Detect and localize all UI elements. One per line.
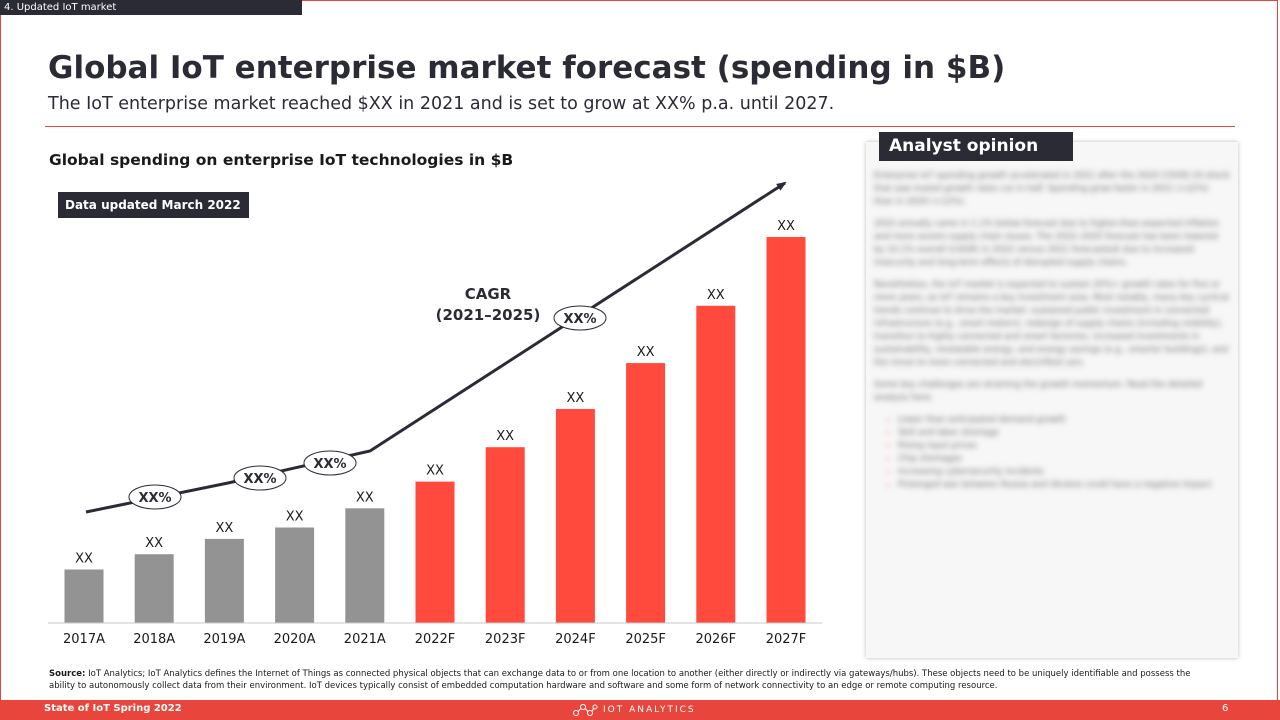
growth-bubble-label: XX% <box>313 457 346 472</box>
bar-2022F <box>415 481 455 623</box>
bars-group <box>64 237 806 623</box>
bar-value-label: XX <box>75 552 93 567</box>
x-tick-2021A: 2021A <box>344 632 386 647</box>
section-label: 4. Updated IoT market <box>0 0 302 15</box>
analyst-header: Analyst opinion <box>879 132 1073 161</box>
page-number: 6 <box>1222 703 1229 714</box>
bar-value-label: XX <box>215 521 233 536</box>
bar-value-label: XX <box>637 345 655 360</box>
growth-bubble <box>553 305 607 331</box>
analyst-bullet: Chip shortages <box>898 453 1230 466</box>
footer-report-name: State of IoT Spring 2022 <box>44 703 182 714</box>
bar-value-label: XX <box>566 391 584 406</box>
analyst-body: Enterprise IoT spending growth accelerat… <box>874 170 1230 652</box>
cagr-label-line2: (2021–2025) <box>435 306 541 324</box>
bar-2021A <box>345 508 385 623</box>
bar-value-label: XX <box>356 490 374 505</box>
bar-2018A <box>134 554 174 623</box>
bar-2023F <box>485 447 525 623</box>
analyst-paragraph: Some key challenges are straining the gr… <box>874 380 1203 403</box>
x-tick-2027F: 2027F <box>766 632 807 647</box>
bar-2019A <box>204 538 244 623</box>
bar-2027F <box>766 237 806 623</box>
bar-2017A <box>64 569 104 623</box>
analyst-bullet: Rising input prices <box>898 440 1230 453</box>
x-axis-ticks-group: 2017A 2018A 2019A 2020A 2021A 2022F 2023F 2024F… <box>63 632 806 647</box>
source-note: Source: IoT Analytics; IoT Analytics def… <box>49 668 1199 692</box>
iot-analytics-logo-icon <box>573 704 598 716</box>
growth-bubble-label: XX% <box>243 472 276 487</box>
cagr-label-line1: CAGR <box>464 285 512 303</box>
analyst-bullet-list: Lower than anticipated demand growth Ski… <box>874 414 1230 492</box>
analyst-paragraph: Enterprise IoT spending growth accelerat… <box>874 171 1230 207</box>
page-subtitle: The IoT enterprise market reached $XX in… <box>48 94 835 114</box>
chart-title: Global spending on enterprise IoT techno… <box>49 151 514 169</box>
x-tick-2020A: 2020A <box>274 632 316 647</box>
analyst-bullet: Prolonged war between Russia and Ukraine… <box>898 479 1230 492</box>
x-tick-2019A: 2019A <box>203 632 245 647</box>
x-tick-2026F: 2026F <box>696 632 737 647</box>
growth-bubble-label: XX% <box>138 491 171 506</box>
title-divider <box>45 126 1235 127</box>
bar-2026F <box>696 305 736 623</box>
growth-bubble-label: XX% <box>563 312 596 327</box>
growth-bubble <box>303 450 357 476</box>
bar-2020A <box>275 527 315 623</box>
footer-logo-text: IOT ANALYTICS <box>603 705 696 715</box>
analyst-paragraph: Nonetheless, the IoT market is expected … <box>874 280 1229 368</box>
growth-bubble <box>128 484 182 510</box>
analyst-bullet: Skill and labor shortage <box>898 427 1230 440</box>
footer-logo: IOT ANALYTICS <box>572 703 696 717</box>
bar-2024F <box>555 409 595 623</box>
x-tick-2023F: 2023F <box>485 632 526 647</box>
bar-value-label: XX <box>707 288 725 303</box>
analyst-panel <box>866 142 1238 658</box>
bar-value-label: XX <box>145 536 163 551</box>
analyst-bullet: Lower than anticipated demand growth <box>898 414 1230 427</box>
cagr-label: CAGR (2021–2025) <box>428 284 548 326</box>
footer-bar: State of IoT Spring 2022 IOT ANALYTICS 6 <box>0 700 1280 720</box>
bar-value-label: XX <box>496 429 514 444</box>
bar-2025F <box>626 363 666 623</box>
x-tick-2022F: 2022F <box>415 632 456 647</box>
bar-value-label: XX <box>777 219 795 234</box>
data-labels-group: XX XX XX XX XX XX XX XX XX XX XX <box>75 219 795 567</box>
data-updated-badge: Data updated March 2022 <box>58 192 249 218</box>
analyst-bullet: Increasing cybersecurity incidents <box>898 466 1230 479</box>
analyst-paragraph: 2022 actually came in 1.1% below forecas… <box>874 219 1220 268</box>
bar-value-label: XX <box>286 510 304 525</box>
growth-bubbles-group: XX% XX% XX% XX% <box>128 305 607 510</box>
source-label: Source: <box>49 669 86 679</box>
page-title: Global IoT enterprise market forecast (s… <box>48 50 1006 86</box>
bar-value-label: XX <box>426 464 444 479</box>
source-text: IoT Analytics; IoT Analytics defines the… <box>49 669 1191 691</box>
x-tick-2024F: 2024F <box>555 632 596 647</box>
x-tick-2018A: 2018A <box>133 632 175 647</box>
x-tick-2017A: 2017A <box>63 632 105 647</box>
x-tick-2025F: 2025F <box>625 632 666 647</box>
growth-bubble <box>233 465 287 491</box>
